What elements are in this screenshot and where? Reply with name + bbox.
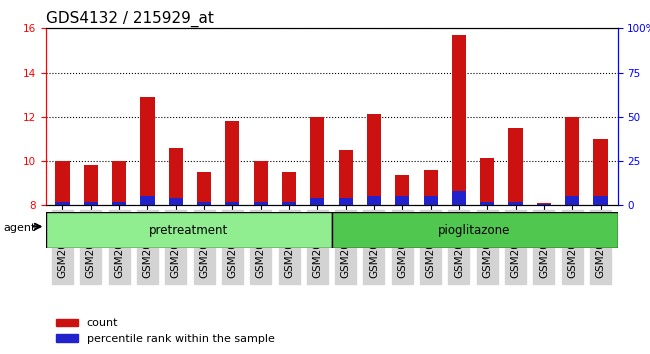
Bar [339,150,353,205]
Bar [367,196,381,205]
Bar [537,204,551,205]
Bar [282,202,296,205]
Bar [480,158,494,205]
Bar [55,161,70,205]
Bar [424,196,437,205]
Text: GDS4132 / 215929_at: GDS4132 / 215929_at [46,11,213,27]
Bar [226,202,239,205]
Text: pretreatment: pretreatment [149,224,228,236]
Bar [197,172,211,205]
Bar [140,97,155,205]
Bar [537,203,551,205]
Bar [282,172,296,205]
Bar [565,196,579,205]
Bar [254,161,268,205]
Bar [112,202,126,205]
Bar [452,35,466,205]
Bar [84,202,98,205]
Bar [226,121,239,205]
Bar [452,191,466,205]
Bar [395,176,410,205]
Bar [593,139,608,205]
Bar [169,198,183,205]
Bar [508,128,523,205]
FancyBboxPatch shape [46,212,332,248]
Bar [310,198,324,205]
Bar [593,196,608,205]
Bar [55,202,70,205]
Bar [565,117,579,205]
Bar [508,202,523,205]
Text: agent: agent [3,223,36,233]
Bar [140,196,155,205]
Bar [480,202,494,205]
Bar [112,161,126,205]
Bar [254,202,268,205]
Bar [197,202,211,205]
FancyBboxPatch shape [332,212,618,248]
Legend: count, percentile rank within the sample: count, percentile rank within the sample [51,314,279,348]
Bar [310,117,324,205]
Bar [367,114,381,205]
Bar [395,196,410,205]
Bar [339,198,353,205]
Text: pioglitazone: pioglitazone [438,224,511,236]
Bar [84,166,98,205]
Bar [424,170,437,205]
Bar [169,148,183,205]
